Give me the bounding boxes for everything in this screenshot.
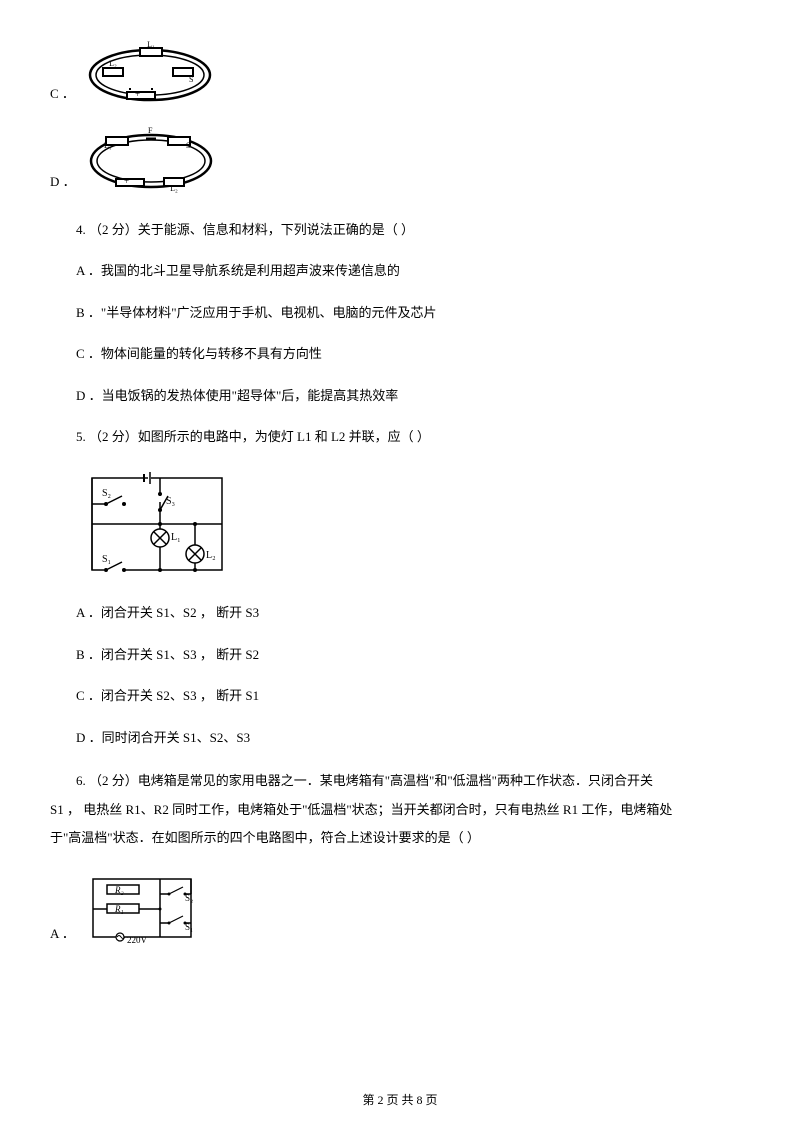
q6-text: 6. （2 分）电烤箱是常见的家用电器之一．某电烤箱有"高温档"和"低温档"两种… [50, 767, 750, 853]
option-d-label: D ． [50, 170, 76, 193]
q4-stem: 4. （2 分）关于能源、信息和材料，下列说法正确的是（ ） [50, 218, 750, 241]
svg-text:L₁: L₁ [147, 40, 155, 49]
q6-line2: S1 ， 电热丝 R1、R2 同时工作，电烤箱处于"低温档"状态；当开关都闭合时… [50, 796, 750, 825]
circuit-diagram-c: L₁ L₂ S + [85, 40, 215, 105]
svg-text:S: S [189, 75, 193, 84]
svg-text:L₂: L₂ [170, 184, 178, 193]
q6-option-a-label: A ． [50, 922, 75, 945]
option-d-row: D ． L₁ S F + L₂ [50, 123, 750, 193]
svg-text:L₁: L₁ [171, 532, 181, 543]
q5-option-a: A ．闭合开关 S1、S2 ， 断开 S3 [50, 601, 750, 624]
q5-option-d: D ．同时闭合开关 S1、S2、S3 [50, 726, 750, 749]
q6-line1: 6. （2 分）电烤箱是常见的家用电器之一．某电烤箱有"高温档"和"低温档"两种… [50, 767, 750, 796]
svg-text:L₂: L₂ [109, 59, 117, 68]
option-c-row: C ． L₁ L₂ S + [50, 40, 750, 105]
svg-text:S₁: S₁ [102, 554, 111, 565]
q4-option-d: D ．当电饭锅的发热体使用"超导体"后，能提高其热效率 [50, 384, 750, 407]
svg-text:S₂: S₂ [102, 488, 111, 499]
q5-stem: 5. （2 分）如图所示的电路中，为使灯 L1 和 L2 并联，应（ ） [50, 425, 750, 448]
svg-text:220V: 220V [127, 935, 148, 945]
svg-text:S₃: S₃ [166, 496, 175, 507]
option-c-label: C ． [50, 82, 75, 105]
svg-text:+: + [124, 176, 129, 186]
circuit-diagram-q6a: R₂ R₁ S₂ S₁ 220V [85, 871, 200, 946]
circuit-diagram-d: L₁ S F + L₂ [86, 123, 216, 193]
svg-text:R₂: R₂ [114, 885, 124, 895]
svg-text:R₁: R₁ [114, 904, 124, 914]
q4-option-b: B ．"半导体材料"广泛应用于手机、电视机、电脑的元件及芯片 [50, 301, 750, 324]
q5-option-b: B ．闭合开关 S1、S3 ， 断开 S2 [50, 643, 750, 666]
svg-text:L₁: L₁ [104, 141, 112, 150]
q5-option-c: C ．闭合开关 S2、S3 ， 断开 S1 [50, 684, 750, 707]
svg-text:+: + [135, 89, 140, 99]
svg-text:L₂: L₂ [206, 550, 216, 561]
q6-option-a-row: A ． R₂ R₁ S₂ S₁ [50, 871, 750, 946]
svg-text:S: S [186, 141, 190, 150]
page-footer: 第 2 页 共 8 页 [0, 1090, 800, 1112]
q6-line3: 于"高温档"状态．在如图所示的四个电路图中，符合上述设计要求的是（ ） [50, 824, 750, 853]
q4-option-c: C ．物体间能量的转化与转移不具有方向性 [50, 342, 750, 365]
circuit-diagram-q5: S₂ S₃ S₁ L₁ L₂ [80, 466, 750, 581]
svg-text:F: F [148, 126, 153, 135]
q4-option-a: A ．我国的北斗卫星导航系统是利用超声波来传递信息的 [50, 259, 750, 282]
